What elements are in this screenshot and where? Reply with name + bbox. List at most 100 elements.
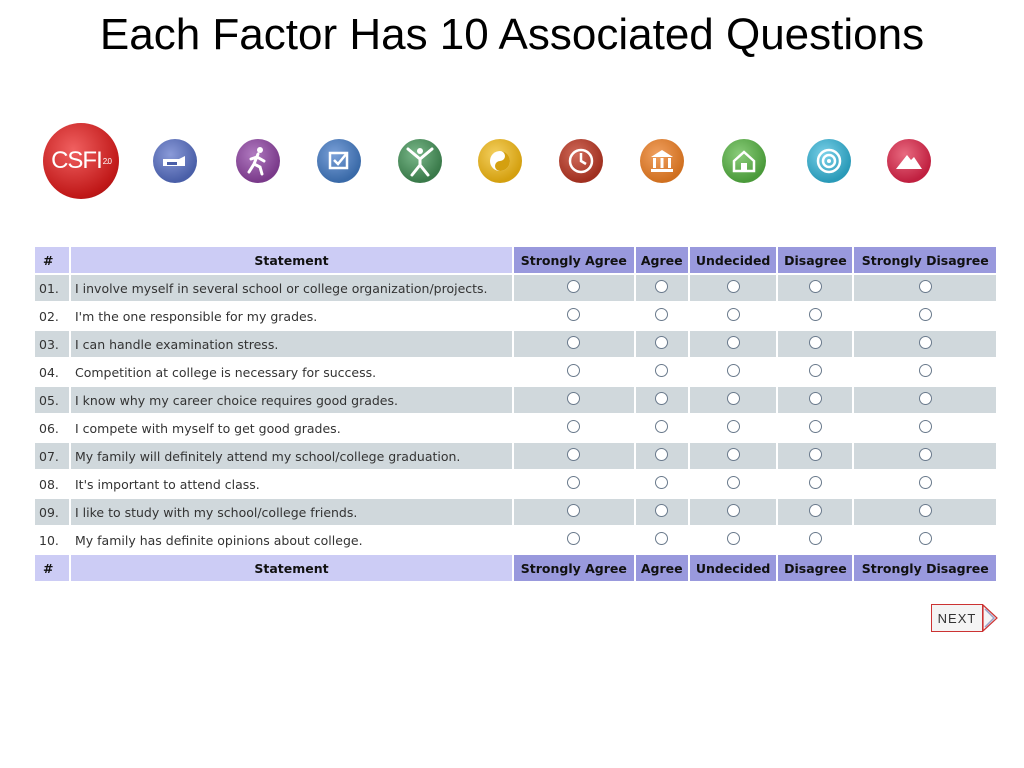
radio-undecided[interactable] <box>726 532 740 545</box>
option-cell-agree <box>635 415 688 441</box>
radio-disagree[interactable] <box>808 308 822 321</box>
radio-strongly-disagree[interactable] <box>918 392 932 405</box>
radio-strongly-disagree[interactable] <box>918 476 932 489</box>
option-cell-strongly-agree <box>514 415 634 441</box>
radio-agree[interactable] <box>655 448 669 461</box>
radio-agree[interactable] <box>655 532 669 545</box>
header-strongly-agree: Strongly Agree <box>514 247 634 273</box>
radio-undecided[interactable] <box>726 448 740 461</box>
question-statement: I'm the one responsible for my grades. <box>71 303 512 329</box>
radio-disagree[interactable] <box>808 280 822 293</box>
radio-undecided[interactable] <box>726 364 740 377</box>
question-number: 09. <box>35 499 69 525</box>
radio-agree[interactable] <box>655 392 669 405</box>
radio-strongly-agree[interactable] <box>567 280 581 293</box>
footer-agree: Agree <box>635 555 688 581</box>
house-icon[interactable] <box>722 139 766 183</box>
questionnaire-table: # Statement Strongly Agree Agree Undecid… <box>33 245 998 583</box>
option-cell-undecided <box>689 331 777 357</box>
radio-undecided[interactable] <box>726 280 740 293</box>
question-number: 08. <box>35 471 69 497</box>
radio-agree[interactable] <box>655 420 669 433</box>
question-statement: My family will definitely attend my scho… <box>71 443 512 469</box>
question-number: 02. <box>35 303 69 329</box>
table-row: 05. I know why my career choice requires … <box>35 387 996 413</box>
option-cell-disagree <box>778 359 853 385</box>
table-row: 02. I'm the one responsible for my grades… <box>35 303 996 329</box>
radio-strongly-disagree[interactable] <box>918 448 932 461</box>
radio-strongly-agree[interactable] <box>567 448 581 461</box>
question-statement: I involve myself in several school or co… <box>71 275 512 301</box>
question-statement: It's important to attend class. <box>71 471 512 497</box>
radio-undecided[interactable] <box>726 476 740 489</box>
question-statement: Competition at college is necessary for … <box>71 359 512 385</box>
header-num: # <box>35 247 69 273</box>
yin-yang-icon[interactable] <box>478 139 522 183</box>
radio-undecided[interactable] <box>726 392 740 405</box>
target-icon[interactable] <box>807 139 851 183</box>
header-undecided: Undecided <box>689 247 777 273</box>
runner-icon[interactable] <box>236 139 280 183</box>
option-cell-strongly-agree <box>514 499 634 525</box>
table-row: 08. It's important to attend class. <box>35 471 996 497</box>
radio-agree[interactable] <box>655 308 669 321</box>
radio-strongly-agree[interactable] <box>567 392 581 405</box>
radio-disagree[interactable] <box>808 420 822 433</box>
option-cell-strongly-disagree <box>854 359 996 385</box>
option-cell-strongly-agree <box>514 275 634 301</box>
radio-undecided[interactable] <box>726 308 740 321</box>
radio-disagree[interactable] <box>808 532 822 545</box>
radio-agree[interactable] <box>655 476 669 489</box>
radio-strongly-disagree[interactable] <box>918 308 932 321</box>
option-cell-strongly-disagree <box>854 275 996 301</box>
clock-icon[interactable] <box>559 139 603 183</box>
radio-disagree[interactable] <box>808 336 822 349</box>
radio-agree[interactable] <box>655 336 669 349</box>
radio-strongly-agree[interactable] <box>567 336 581 349</box>
factor-icon-bar: CSFI 2.0 <box>0 0 1024 230</box>
option-cell-strongly-disagree <box>854 471 996 497</box>
radio-strongly-disagree[interactable] <box>918 336 932 349</box>
table-row: 07. My family will definitely attend my s… <box>35 443 996 469</box>
table-row: 03. I can handle examination stress. <box>35 331 996 357</box>
checkbox-icon[interactable] <box>317 139 361 183</box>
person-arms-up-icon[interactable] <box>398 139 442 183</box>
radio-strongly-disagree[interactable] <box>918 280 932 293</box>
radio-undecided[interactable] <box>726 336 740 349</box>
radio-agree[interactable] <box>655 280 669 293</box>
radio-disagree[interactable] <box>808 504 822 517</box>
option-cell-agree <box>635 303 688 329</box>
mountain-icon[interactable] <box>887 139 931 183</box>
pointing-hand-icon[interactable] <box>153 139 197 183</box>
radio-undecided[interactable] <box>726 420 740 433</box>
radio-strongly-disagree[interactable] <box>918 420 932 433</box>
header-agree: Agree <box>635 247 688 273</box>
radio-strongly-agree[interactable] <box>567 476 581 489</box>
radio-strongly-agree[interactable] <box>567 504 581 517</box>
radio-disagree[interactable] <box>808 364 822 377</box>
option-cell-disagree <box>778 275 853 301</box>
radio-agree[interactable] <box>655 364 669 377</box>
question-number: 03. <box>35 331 69 357</box>
logo-text: CSFI <box>51 147 103 174</box>
radio-strongly-disagree[interactable] <box>918 532 932 545</box>
option-cell-agree <box>635 387 688 413</box>
csfi-logo: CSFI 2.0 <box>43 123 119 199</box>
radio-disagree[interactable] <box>808 392 822 405</box>
radio-strongly-agree[interactable] <box>567 532 581 545</box>
radio-disagree[interactable] <box>808 448 822 461</box>
radio-strongly-agree[interactable] <box>567 420 581 433</box>
radio-disagree[interactable] <box>808 476 822 489</box>
option-cell-undecided <box>689 387 777 413</box>
option-cell-agree <box>635 527 688 553</box>
option-cell-strongly-disagree <box>854 303 996 329</box>
question-number: 01. <box>35 275 69 301</box>
radio-strongly-disagree[interactable] <box>918 504 932 517</box>
radio-strongly-agree[interactable] <box>567 308 581 321</box>
radio-strongly-agree[interactable] <box>567 364 581 377</box>
radio-agree[interactable] <box>655 504 669 517</box>
building-icon[interactable] <box>640 139 684 183</box>
radio-undecided[interactable] <box>726 504 740 517</box>
radio-strongly-disagree[interactable] <box>918 364 932 377</box>
next-button[interactable]: NEXT <box>931 604 998 632</box>
